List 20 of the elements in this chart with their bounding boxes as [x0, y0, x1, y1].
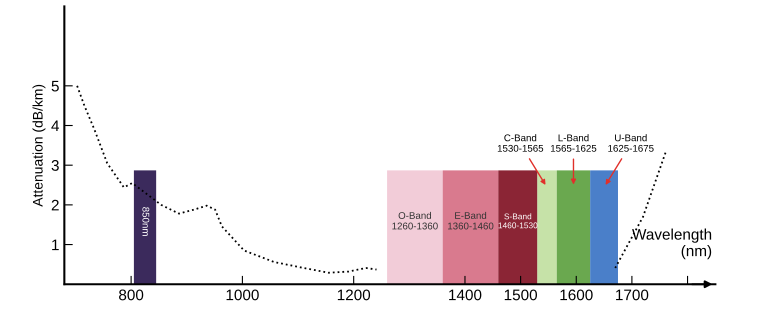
- y-tick-label: 5: [52, 80, 59, 92]
- y-tick-label: 1: [52, 240, 59, 250]
- x-tick-label: 1200: [338, 290, 370, 300]
- y-axis-title: Attenuation (dB/km): [32, 84, 46, 207]
- band-label: 850nm: [142, 207, 150, 236]
- band-label: E-Band 1360-1460: [448, 212, 494, 230]
- annotation: L-Band 1565-1625: [550, 134, 596, 152]
- x-tick-label: 1400: [449, 290, 482, 300]
- x-tick-label: 1000: [226, 290, 259, 300]
- band-label: O-Band 1260-1360: [392, 212, 438, 230]
- annotation: U-Band 1625-1675: [608, 134, 654, 152]
- x-tick-label: 1700: [616, 290, 648, 300]
- y-tick-label: 3: [52, 160, 59, 171]
- x-tick-label: 1600: [560, 290, 593, 300]
- y-tick-label: 4: [51, 120, 60, 132]
- annotation: C-Band 1530-1565: [498, 134, 544, 152]
- x-tick-label: 800: [119, 290, 144, 300]
- x-tick-label: 1500: [504, 290, 538, 300]
- x-axis-title: Wavelength (nm): [632, 228, 712, 260]
- y-tick-label: 2: [52, 200, 59, 210]
